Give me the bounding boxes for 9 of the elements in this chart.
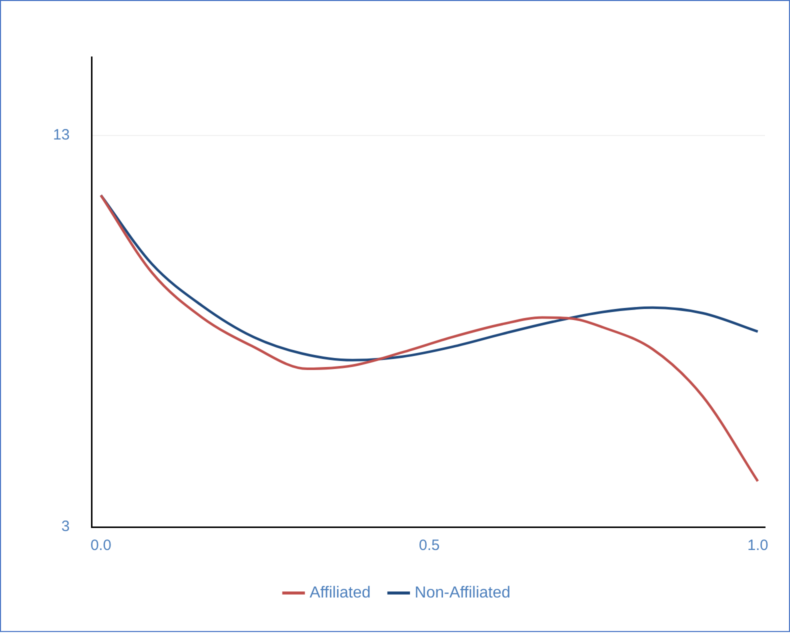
y-tick-label: 13 bbox=[52, 126, 70, 144]
x-tick-label: 0.5 bbox=[418, 537, 440, 554]
x-tick-label: 1.0 bbox=[747, 537, 768, 554]
y-tick-label: 3 bbox=[61, 518, 70, 536]
line-series bbox=[100, 194, 760, 362]
x-tick-label: 0.0 bbox=[90, 537, 112, 554]
legend-label: Non-Affiliated bbox=[414, 584, 510, 602]
line-series bbox=[100, 194, 760, 482]
legend-label: Affiliated bbox=[310, 584, 371, 602]
